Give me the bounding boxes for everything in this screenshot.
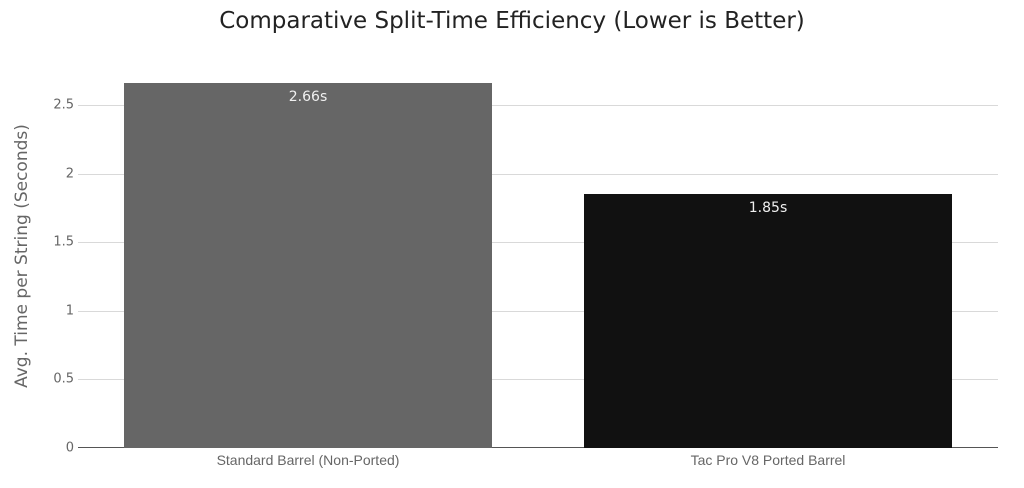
bar[interactable]: 2.66s [124, 83, 492, 448]
y-tick-label: 2 [65, 166, 74, 182]
x-tick-label: Standard Barrel (Non-Ported) [216, 452, 400, 468]
y-tick-label: 0 [65, 440, 74, 456]
y-tick-label: 0.5 [53, 371, 74, 387]
chart-title: Comparative Split-Time Efficiency (Lower… [219, 8, 805, 34]
bar[interactable]: 1.85s [584, 194, 952, 448]
plot-area: 2.66s 1.85s [78, 0, 998, 488]
y-tick-label: 1 [65, 303, 74, 319]
gridline [78, 311, 998, 312]
gridline [78, 174, 998, 175]
bar-value-label: 1.85s [748, 200, 788, 217]
gridline [78, 379, 998, 380]
gridline [78, 242, 998, 243]
y-tick-label: 2.5 [53, 97, 74, 113]
y-axis-label: Avg. Time per String (Seconds) [12, 124, 32, 388]
x-axis-line [78, 447, 998, 448]
x-tick-label: Tac Pro V8 Ported Barrel [690, 452, 846, 468]
y-tick-label: 1.5 [53, 234, 74, 250]
bar-value-label: 2.66s [288, 89, 328, 106]
gridline [78, 105, 998, 106]
